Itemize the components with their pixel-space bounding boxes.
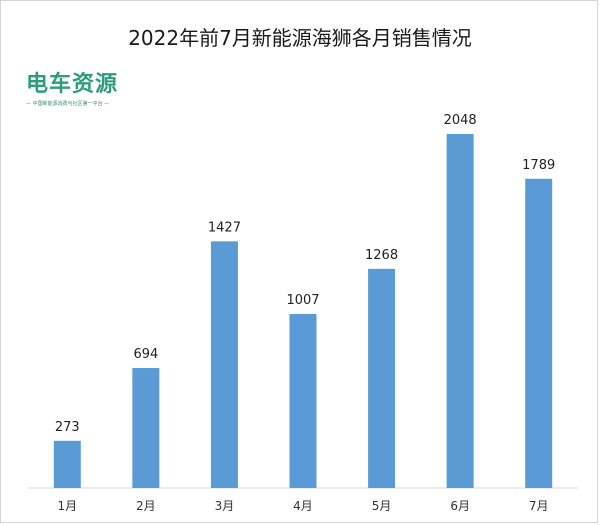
chart-title: 2022年前7月新能源海狮各月销售情况 bbox=[128, 26, 472, 50]
bar-7 bbox=[525, 178, 553, 488]
x-tick-label: 4月 bbox=[293, 499, 313, 513]
data-label: 1268 bbox=[365, 248, 398, 263]
x-tick-label: 6月 bbox=[450, 499, 470, 513]
x-tick-label: 3月 bbox=[215, 499, 235, 513]
data-label: 273 bbox=[55, 420, 80, 435]
bar-5 bbox=[368, 268, 396, 488]
x-tick-label: 5月 bbox=[372, 499, 392, 513]
x-tick-label: 1月 bbox=[57, 499, 77, 513]
logo: 电车资源 — 中国新能源消费与社区第一平台 — bbox=[26, 66, 146, 112]
x-tick-label: 7月 bbox=[529, 499, 549, 513]
bar-1 bbox=[53, 440, 81, 488]
logo-subtitle: — 中国新能源消费与社区第一平台 — bbox=[26, 101, 110, 107]
x-tick-label: 2月 bbox=[136, 499, 156, 513]
data-label: 1427 bbox=[208, 220, 241, 235]
logo-text: 电车资源 bbox=[26, 72, 119, 97]
data-label: 2048 bbox=[444, 113, 477, 128]
data-label: 1789 bbox=[522, 158, 555, 173]
bar-6 bbox=[446, 134, 474, 488]
bar-4 bbox=[289, 313, 317, 488]
bar-3 bbox=[210, 241, 238, 488]
bar-2 bbox=[132, 368, 160, 488]
data-label: 1007 bbox=[286, 293, 319, 308]
data-label: 694 bbox=[133, 347, 158, 362]
